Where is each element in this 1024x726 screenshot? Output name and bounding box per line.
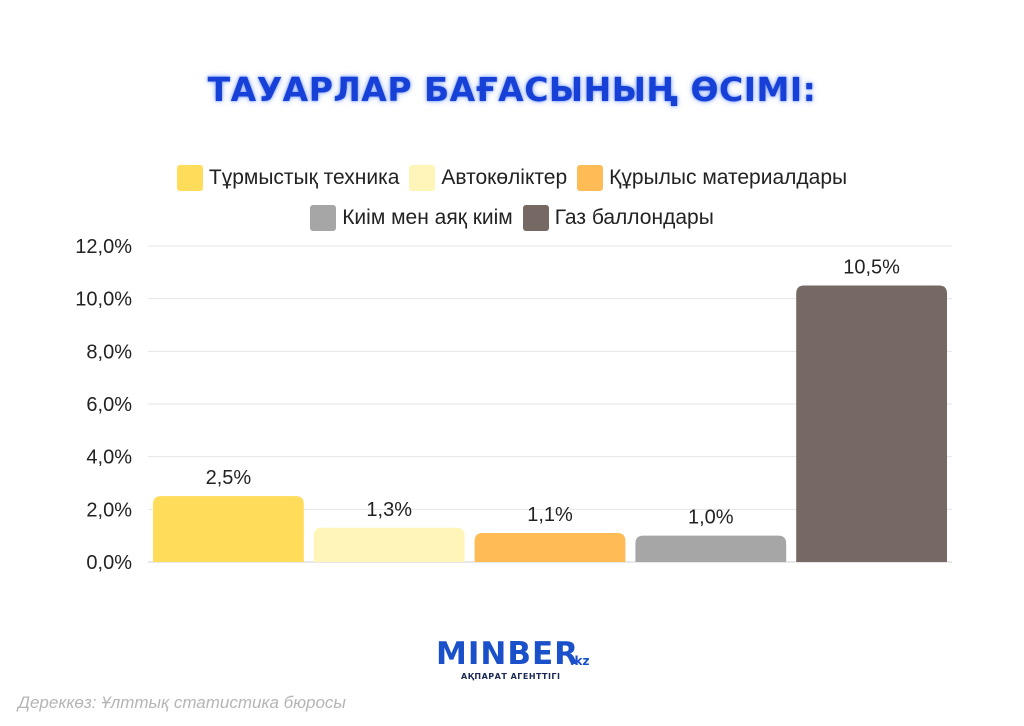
legend-swatch-3 (310, 205, 337, 231)
chart-title: ТАУАРЛАР БАҒАСЫНЫҢ ӨСІМІ: (207, 70, 817, 109)
brand-subtitle: АҚПАРАТ АГЕНТТІГІ (461, 672, 561, 681)
legend-swatch-1 (409, 165, 436, 191)
bar (474, 533, 626, 562)
y-tick-label: 12,0% (75, 236, 132, 258)
legend-label-3: Киім мен аяқ киім (342, 206, 513, 229)
data-label: 10,5% (843, 257, 900, 279)
legend-label-2: Құрылыс материалдары (609, 166, 848, 189)
legend-swatch-4 (522, 205, 549, 231)
y-tick-label: 10,0% (75, 289, 132, 311)
legend-item-1: Автокөліктер (409, 165, 567, 191)
legend: Тұрмыстық техника Автокөліктер Құрылыс м… (0, 158, 1024, 238)
data-label: 1,0% (688, 507, 734, 529)
legend-label-1: Автокөліктер (441, 166, 568, 189)
source-note: Дереккөз: Ұлттық статистика бюросы (18, 693, 346, 712)
y-tick-label: 0,0% (86, 552, 132, 574)
bar (635, 535, 787, 562)
brand-name: MINBER (436, 636, 580, 672)
brand-logo: MINBER .kz АҚПАРАТ АГЕНТТІГІ (436, 634, 596, 684)
brand-tld: .kz (570, 654, 590, 668)
legend-item-0: Тұрмыстық техника (176, 165, 400, 191)
y-tick-label: 4,0% (86, 447, 132, 469)
legend-row-1: Тұрмыстық техника Автокөліктер Құрылыс м… (0, 158, 1024, 198)
data-label: 1,1% (527, 504, 573, 526)
bar (796, 285, 947, 562)
y-tick-label: 6,0% (86, 394, 132, 416)
y-tick-label: 2,0% (86, 499, 132, 521)
data-label: 2,5% (206, 467, 252, 489)
data-label: 1,3% (366, 499, 412, 521)
legend-item-2: Құрылыс материалдары (577, 165, 847, 191)
legend-item-3: Киім мен аяқ киім (310, 205, 513, 231)
legend-swatch-0 (176, 165, 203, 191)
bar (313, 527, 465, 562)
legend-item-4: Газ баллондары (522, 205, 714, 231)
legend-row-2: Киім мен аяқ киім Газ баллондары (0, 198, 1024, 238)
bar (153, 496, 304, 562)
legend-swatch-2 (577, 165, 604, 191)
y-tick-label: 8,0% (86, 341, 132, 363)
legend-label-0: Тұрмыстық техника (208, 166, 400, 189)
legend-label-4: Газ баллондары (554, 206, 714, 229)
